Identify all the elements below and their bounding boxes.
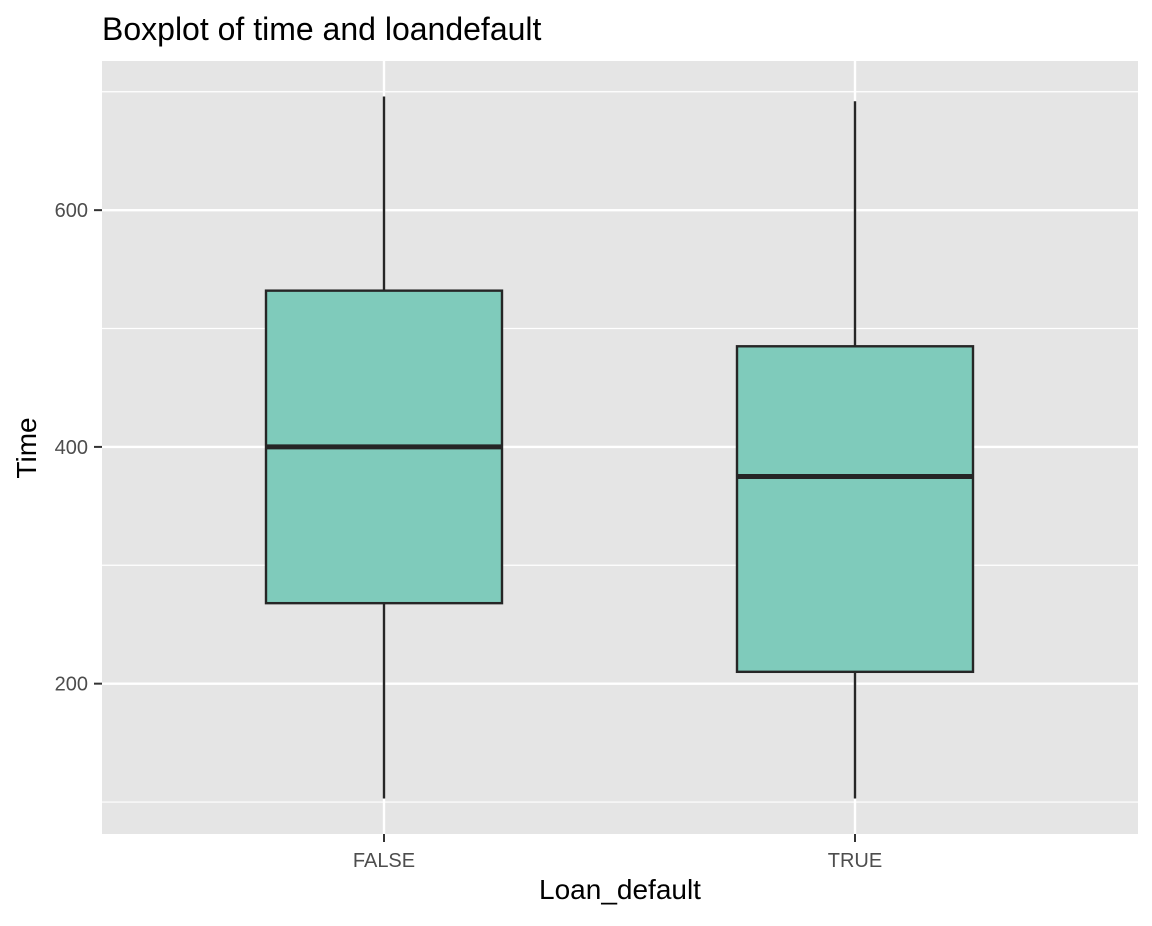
box-true — [735, 101, 975, 799]
y-tick-label: 200 — [55, 674, 88, 696]
y-axis: 200 400 600 — [55, 200, 102, 696]
x-tick-label: FALSE — [353, 850, 415, 872]
x-axis-title: Loan_default — [539, 874, 701, 905]
boxes — [264, 96, 975, 799]
y-tick-label: 600 — [55, 200, 88, 222]
x-tick-label: TRUE — [828, 850, 882, 872]
x-axis: FALSE TRUE — [353, 834, 882, 872]
chart-title: Boxplot of time and loandefault — [102, 11, 542, 47]
box-false — [264, 96, 504, 799]
iqr-box — [735, 345, 975, 674]
y-tick-label: 400 — [55, 437, 88, 459]
y-axis-title: Time — [11, 417, 42, 478]
